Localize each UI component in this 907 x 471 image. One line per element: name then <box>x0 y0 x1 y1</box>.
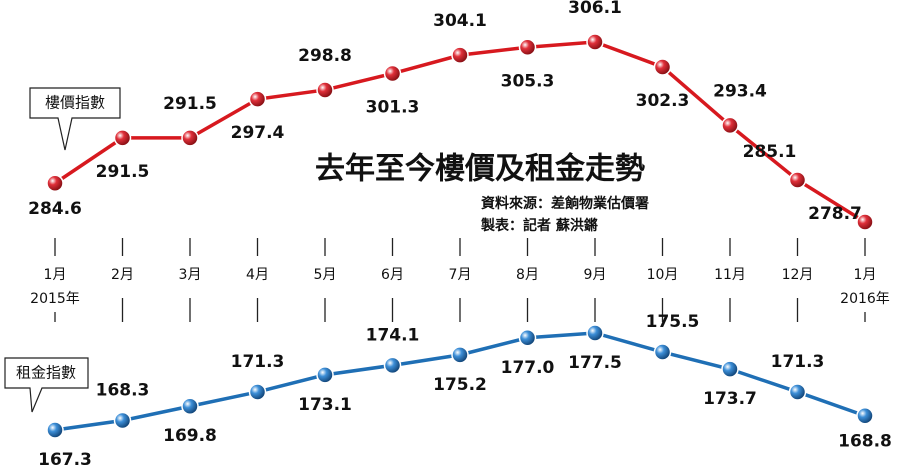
data-label: 297.4 <box>231 123 285 143</box>
data-point <box>383 356 402 375</box>
data-label: 305.3 <box>501 71 555 91</box>
data-label: 173.7 <box>703 389 757 409</box>
data-label: 291.5 <box>96 162 150 182</box>
x-tick-label: 1月 2015年 <box>30 267 80 307</box>
data-point <box>721 360 739 378</box>
data-point <box>451 46 469 64</box>
data-label: 301.3 <box>366 98 420 118</box>
data-label: 302.3 <box>636 91 690 111</box>
data-label: 298.8 <box>298 46 352 66</box>
data-point <box>181 129 199 147</box>
x-tick-label: 8月 <box>516 267 539 283</box>
x-tick-label: 11月 <box>714 267 746 283</box>
data-point <box>46 421 64 439</box>
series-label: 樓價指數 <box>45 94 105 112</box>
x-tick-label: 3月 <box>178 267 202 283</box>
x-tick-label: 1月 2016年 <box>840 267 890 307</box>
data-point <box>113 129 132 147</box>
data-point <box>653 58 672 76</box>
data-point <box>248 383 267 401</box>
data-label: 175.5 <box>646 312 700 332</box>
callout-box <box>4 357 89 413</box>
data-label: 284.6 <box>28 199 82 219</box>
data-label: 173.1 <box>298 395 352 415</box>
series-label: 租金指數 <box>16 364 76 382</box>
data-label: 177.5 <box>568 353 622 373</box>
x-tick-label: 7月 <box>448 267 472 283</box>
data-point <box>518 329 537 347</box>
data-label: 175.2 <box>433 375 487 395</box>
data-point <box>316 366 334 384</box>
data-label: 291.5 <box>163 94 217 114</box>
data-label: 177.0 <box>501 358 555 378</box>
data-label: 167.3 <box>38 450 92 470</box>
data-point <box>653 343 672 361</box>
data-point <box>181 397 199 415</box>
x-tick-label: 10月 <box>646 267 679 283</box>
data-point <box>383 64 402 83</box>
data-point <box>788 171 807 189</box>
x-tick-label: 9月 <box>583 267 607 283</box>
x-tick-label: 12月 <box>781 267 814 283</box>
callout-box <box>29 87 121 151</box>
chart-title: 去年至今樓價及租金走勢 <box>315 152 645 187</box>
data-point <box>451 346 469 364</box>
data-label: 285.1 <box>743 142 797 162</box>
data-point <box>856 406 874 425</box>
data-point <box>248 90 267 108</box>
series-line <box>54 40 866 224</box>
data-label: 171.3 <box>771 352 825 372</box>
x-tick-label: 5月 <box>313 267 337 283</box>
data-label: 168.3 <box>96 380 150 400</box>
data-label: 278.7 <box>808 204 862 224</box>
data-point <box>316 81 334 99</box>
data-point <box>788 383 807 401</box>
data-point <box>518 38 537 57</box>
x-tick-label: 4月 <box>246 267 269 283</box>
source: 資料來源：差餉物業估價署 <box>481 195 649 212</box>
credit: 製表：記者 蘇洪鏘 <box>480 217 598 234</box>
data-point <box>856 213 874 231</box>
data-point <box>721 116 739 135</box>
data-label: 304.1 <box>433 11 487 31</box>
x-tick-label: 6月 <box>381 267 404 283</box>
data-label: 168.8 <box>838 432 892 452</box>
data-label: 171.3 <box>231 352 285 372</box>
data-point <box>586 324 604 342</box>
data-point <box>46 174 64 192</box>
data-point <box>113 411 132 430</box>
data-label: 174.1 <box>366 325 420 345</box>
data-label: 306.1 <box>568 0 622 18</box>
data-point <box>586 33 604 51</box>
data-label: 293.4 <box>713 81 767 101</box>
data-label: 169.8 <box>163 426 217 446</box>
x-tick-label: 2月 <box>111 267 134 283</box>
